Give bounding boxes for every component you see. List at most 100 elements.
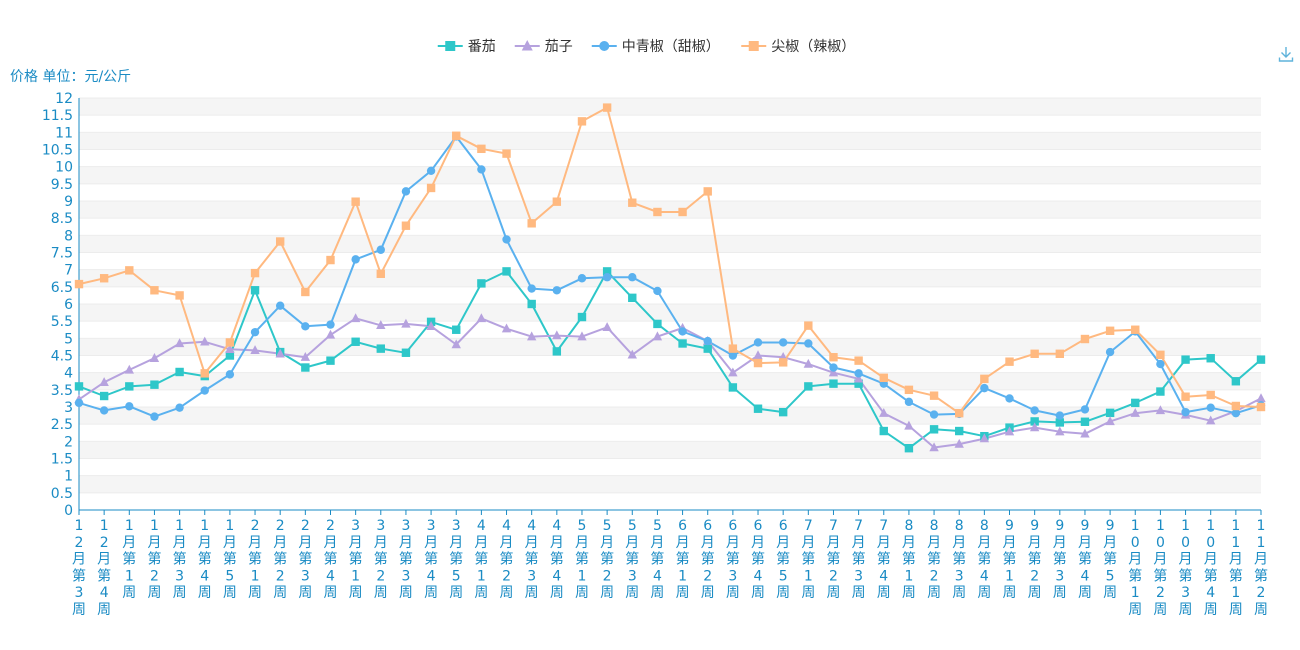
legend-label[interactable]: 中青椒（甜椒） [622, 39, 720, 55]
data-point-series-3[interactable] [376, 245, 385, 254]
data-point-series-2[interactable] [1256, 393, 1266, 403]
data-point-series-1[interactable] [703, 344, 712, 353]
data-point-series-1[interactable] [527, 299, 536, 309]
data-point-series-4[interactable] [1105, 326, 1115, 335]
data-point-series-2[interactable] [426, 321, 436, 331]
data-point-series-2[interactable] [552, 330, 562, 340]
data-point-series-2[interactable] [124, 364, 134, 374]
data-point-series-1[interactable] [1231, 377, 1241, 386]
data-point-series-1[interactable] [552, 347, 562, 356]
data-point-series-3[interactable] [678, 327, 687, 336]
data-point-series-4[interactable] [980, 374, 989, 384]
data-point-series-2[interactable] [652, 331, 663, 341]
data-point-series-3[interactable] [804, 339, 813, 348]
data-point-series-1[interactable] [678, 339, 687, 348]
data-point-series-3[interactable] [980, 383, 989, 393]
data-point-series-4[interactable] [401, 221, 411, 230]
data-point-series-4[interactable] [1080, 334, 1090, 344]
data-point-series-1[interactable] [74, 382, 84, 391]
data-point-series-4[interactable] [628, 198, 637, 207]
data-point-series-2[interactable] [1080, 428, 1090, 438]
data-point-series-3[interactable] [577, 274, 587, 283]
legend-label[interactable]: 番茄 [468, 38, 496, 55]
data-point-series-1[interactable] [728, 383, 738, 392]
data-point-series-2[interactable] [325, 329, 336, 339]
data-point-series-2[interactable] [979, 433, 990, 443]
data-point-series-4[interactable] [879, 373, 888, 383]
data-point-series-3[interactable] [250, 327, 260, 337]
data-point-series-3[interactable] [125, 402, 134, 411]
data-point-series-4[interactable] [1181, 392, 1190, 401]
data-point-series-2[interactable] [1206, 415, 1216, 425]
data-point-series-2[interactable] [1004, 426, 1015, 436]
data-point-series-2[interactable] [1130, 407, 1140, 417]
data-point-series-2[interactable] [1105, 416, 1115, 426]
data-point-series-4[interactable] [678, 207, 687, 217]
data-point-series-4[interactable] [275, 237, 285, 246]
data-point-series-4[interactable] [829, 353, 838, 362]
data-point-series-1[interactable] [1181, 355, 1190, 364]
data-point-series-3[interactable] [1231, 408, 1241, 418]
data-point-series-4[interactable] [527, 219, 536, 228]
data-point-series-3[interactable] [150, 412, 159, 421]
data-point-series-4[interactable] [1256, 402, 1266, 412]
data-point-series-4[interactable] [1231, 401, 1241, 411]
data-point-series-4[interactable] [854, 356, 863, 365]
data-point-series-1[interactable] [804, 382, 813, 391]
data-point-series-2[interactable] [250, 345, 260, 355]
data-point-series-3[interactable] [175, 403, 184, 412]
data-point-series-4[interactable] [452, 131, 461, 140]
data-point-series-1[interactable] [602, 267, 612, 276]
data-point-series-4[interactable] [804, 321, 813, 330]
data-point-series-4[interactable] [1156, 350, 1165, 360]
legend-label[interactable]: 茄子 [545, 38, 573, 55]
data-point-series-4[interactable] [728, 344, 738, 353]
data-point-series-4[interactable] [703, 187, 712, 196]
data-point-series-3[interactable] [477, 165, 486, 174]
data-point-series-2[interactable] [350, 313, 361, 323]
data-point-series-3[interactable] [904, 397, 914, 407]
data-point-series-4[interactable] [426, 183, 436, 193]
data-point-series-4[interactable] [200, 369, 209, 378]
data-point-series-1[interactable] [250, 286, 260, 295]
data-point-series-4[interactable] [225, 338, 235, 347]
data-point-series-1[interactable] [1030, 417, 1039, 426]
data-point-series-2[interactable] [376, 320, 386, 329]
data-point-series-3[interactable] [1206, 403, 1215, 412]
data-point-series-2[interactable] [954, 438, 964, 448]
data-point-series-4[interactable] [552, 197, 562, 206]
data-point-series-4[interactable] [301, 287, 310, 297]
data-point-series-3[interactable] [527, 284, 536, 293]
data-point-series-4[interactable] [326, 255, 335, 265]
data-point-series-1[interactable] [577, 312, 587, 322]
data-point-series-4[interactable] [250, 268, 260, 278]
data-point-series-1[interactable] [99, 391, 109, 401]
data-point-series-1[interactable] [301, 363, 310, 372]
data-point-series-3[interactable] [200, 386, 209, 395]
legend-marker[interactable] [445, 41, 456, 51]
data-point-series-4[interactable] [653, 207, 662, 217]
data-point-series-4[interactable] [99, 274, 109, 283]
data-point-series-3[interactable] [829, 363, 838, 372]
data-point-series-1[interactable] [904, 444, 914, 453]
data-point-series-1[interactable] [1131, 398, 1140, 408]
data-point-series-4[interactable] [150, 286, 159, 295]
data-point-series-3[interactable] [1105, 347, 1115, 357]
data-point-series-1[interactable] [401, 348, 411, 357]
data-point-series-3[interactable] [1030, 406, 1039, 415]
legend-label[interactable]: 尖椒（辣椒） [771, 39, 855, 55]
data-point-series-4[interactable] [778, 358, 788, 367]
data-point-series-4[interactable] [125, 266, 134, 275]
legend-marker[interactable] [521, 40, 533, 51]
data-point-series-1[interactable] [1105, 408, 1115, 418]
data-point-series-1[interactable] [502, 267, 511, 276]
data-point-series-3[interactable] [225, 370, 235, 379]
data-point-series-3[interactable] [778, 338, 788, 347]
data-point-series-2[interactable] [803, 358, 814, 368]
data-point-series-1[interactable] [955, 426, 964, 436]
data-point-series-4[interactable] [955, 408, 964, 418]
data-point-series-4[interactable] [175, 291, 184, 300]
data-point-series-2[interactable] [753, 350, 763, 360]
data-point-series-1[interactable] [125, 382, 134, 391]
data-point-series-4[interactable] [577, 117, 587, 126]
